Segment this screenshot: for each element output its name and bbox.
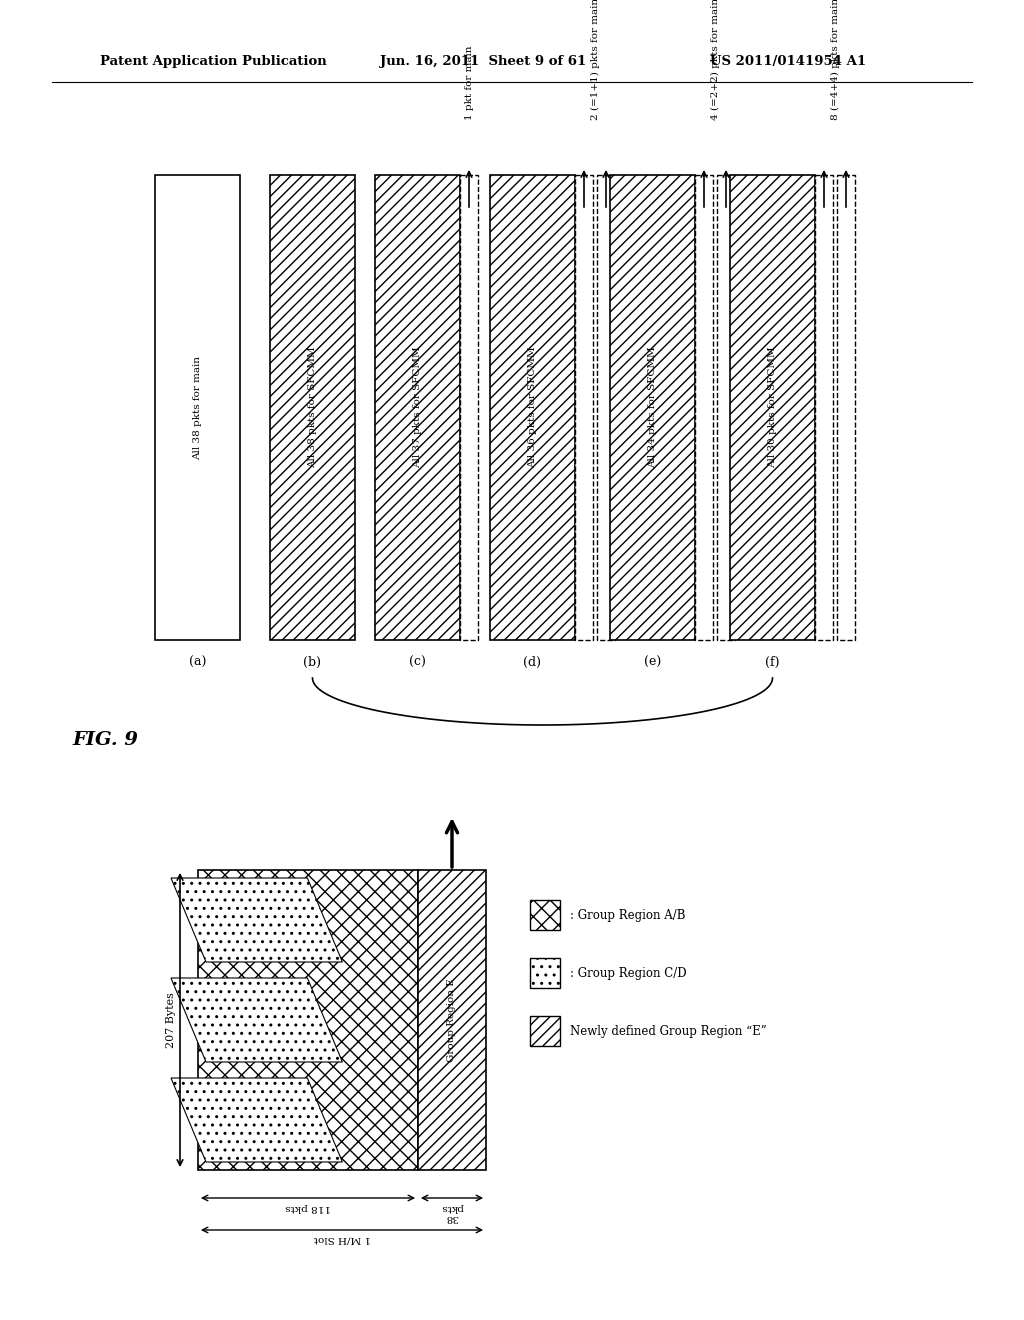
Bar [815,176,833,640]
Text: All 36 pkts for SFCMM: All 36 pkts for SFCMM [528,347,537,469]
Text: 207 Bytes: 207 Bytes [166,993,176,1048]
Text: All 38 pkts for main: All 38 pkts for main [193,355,202,459]
Text: : Group Region A/B: : Group Region A/B [570,908,685,921]
Bar [730,176,815,640]
Text: 38
pkts: 38 pkts [440,1203,463,1222]
Bar [418,870,486,1170]
Text: Patent Application Publication: Patent Application Publication [100,55,327,69]
Polygon shape [171,978,342,1063]
Bar [695,176,713,640]
Bar [375,176,460,640]
Bar [530,1016,560,1045]
Text: (c): (c) [409,656,426,668]
Text: (a): (a) [188,656,206,668]
Text: (b): (b) [303,656,322,668]
Polygon shape [171,1078,342,1162]
Text: 2 (=1+1) pkts for main: 2 (=1+1) pkts for main [591,0,600,120]
Text: 118 pkts: 118 pkts [285,1203,331,1212]
Bar [270,176,355,640]
Text: 8 (=4+4) pkts for main: 8 (=4+4) pkts for main [830,0,840,120]
Text: Newly defined Group Region “E”: Newly defined Group Region “E” [570,1024,767,1038]
Bar [837,176,855,640]
Polygon shape [171,878,342,962]
Text: 4 (=2+2) pkts for main: 4 (=2+2) pkts for main [711,0,720,120]
Text: All 34 pkts for SFCMM: All 34 pkts for SFCMM [648,347,657,469]
Text: : Group Region C/D: : Group Region C/D [570,966,687,979]
Text: FIG. 9: FIG. 9 [72,731,138,748]
Bar [460,176,478,640]
Text: All 37 pkts for SFCMM: All 37 pkts for SFCMM [413,347,422,469]
Bar [490,176,575,640]
Bar [597,176,615,640]
Text: (d): (d) [523,656,542,668]
Bar [530,958,560,987]
Bar [198,870,418,1170]
Bar [610,176,695,640]
Text: All 30 pkts for SFCMM: All 30 pkts for SFCMM [768,347,777,469]
Bar [717,176,735,640]
Text: Group Region E: Group Region E [447,978,457,1061]
Text: (f): (f) [765,656,779,668]
Text: All 38 pkts for SFCMM: All 38 pkts for SFCMM [308,347,317,469]
Text: Jun. 16, 2011  Sheet 9 of 61: Jun. 16, 2011 Sheet 9 of 61 [380,55,587,69]
Text: (e): (e) [644,656,662,668]
Bar [575,176,593,640]
Bar [155,176,240,640]
Text: US 2011/0141954 A1: US 2011/0141954 A1 [710,55,866,69]
Text: 1 M/H Slot: 1 M/H Slot [313,1236,371,1243]
Bar [530,900,560,931]
Text: 1 pkt for main: 1 pkt for main [465,45,473,120]
